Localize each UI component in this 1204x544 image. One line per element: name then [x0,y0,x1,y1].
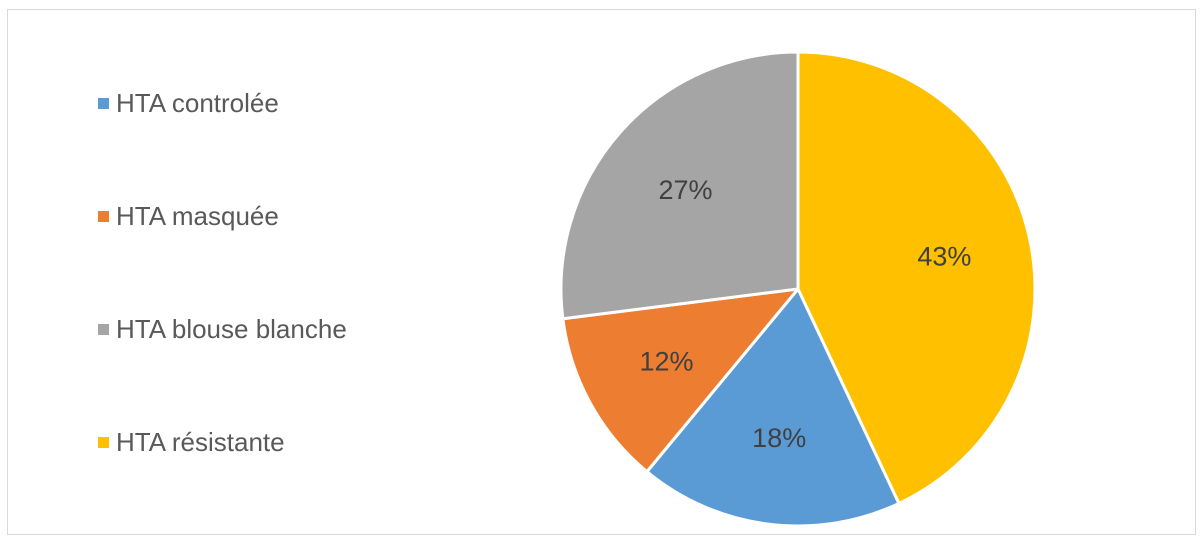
pie-slice-hta-r-sistante [796,50,1037,505]
legend-item-hta-controlee: HTA controlée [98,88,279,119]
pie-slice-hta-blouse-blanche [559,50,800,321]
pie-slice-hta-masqu-e [561,287,800,474]
legend-swatch [98,211,109,222]
legend-label: HTA résistante [116,427,285,457]
legend-item-hta-resistante: HTA résistante [98,427,285,458]
data-label: 12% [640,346,694,376]
legend-item-hta-masquee: HTA masquée [98,201,279,232]
legend-swatch [98,324,109,335]
data-label: 27% [658,175,712,205]
legend-label: HTA controlée [116,88,279,118]
legend-swatch [98,98,109,109]
legend-swatch [98,437,109,448]
legend-label: HTA masquée [116,201,279,231]
legend-label: HTA blouse blanche [116,314,347,344]
data-label: 18% [752,423,806,453]
data-label: 43% [917,241,971,271]
legend-item-hta-blouse-blanche: HTA blouse blanche [98,314,347,345]
pie-slice-hta-control-e [645,287,901,528]
